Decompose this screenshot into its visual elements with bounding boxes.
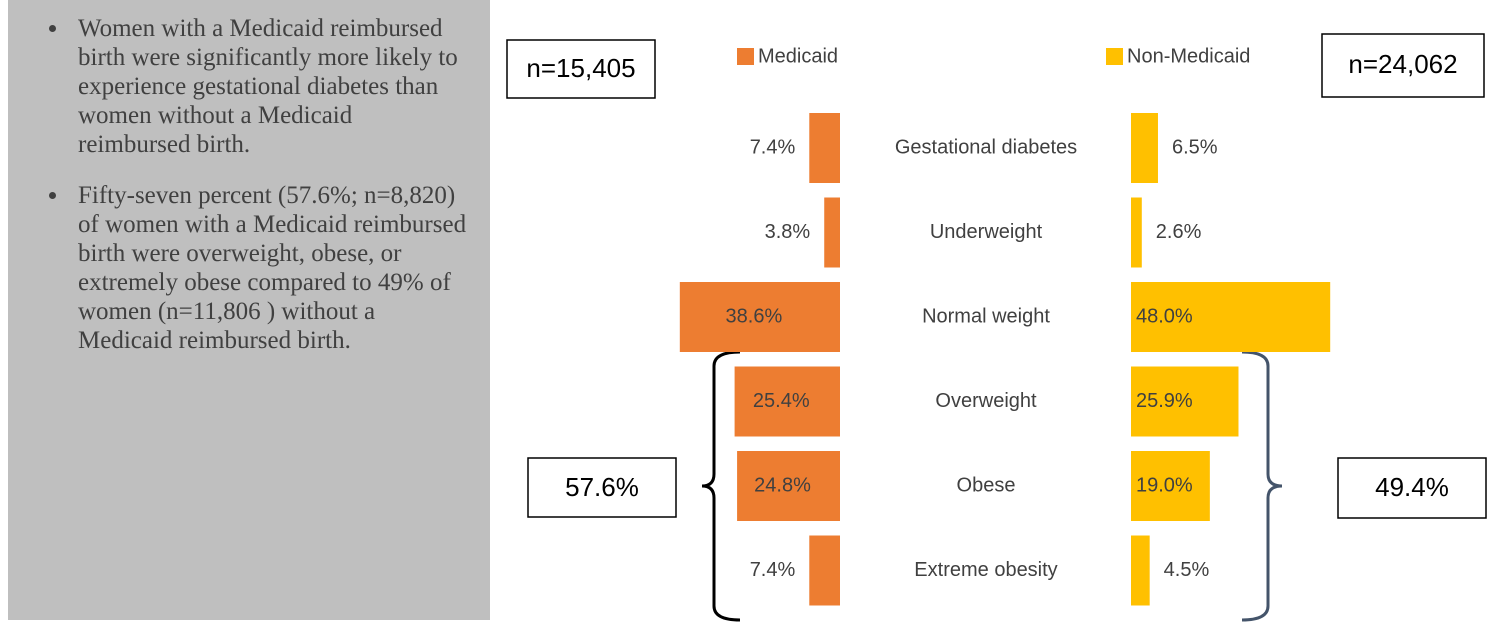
box (1321, 33, 1485, 98)
value-label: 25.9% (1136, 390, 1193, 412)
bar (1131, 282, 1331, 352)
value-label: 7.4% (750, 136, 796, 158)
category-label: Obese (957, 474, 1016, 496)
value-label: 25.4% (753, 390, 810, 412)
left-brace (701, 350, 741, 622)
legend-swatch (737, 48, 754, 65)
category-label: Underweight (930, 221, 1043, 243)
value-label: 19.0% (1136, 474, 1193, 496)
bar (1131, 535, 1150, 606)
category-label: Normal weight (922, 305, 1050, 327)
legend-label: Medicaid (758, 45, 838, 67)
right-brace (1241, 350, 1283, 622)
category-label: Gestational diabetes (895, 136, 1077, 158)
value-label: 38.6% (726, 305, 783, 327)
annotation: n=15,405 (526, 53, 635, 83)
value-label: 2.6% (1156, 221, 1202, 243)
value-label: 4.5% (1164, 559, 1210, 581)
box (506, 39, 656, 99)
annotation: 57.6% (565, 472, 639, 502)
value-label: 48.0% (1136, 305, 1193, 327)
bar (737, 451, 840, 521)
annotation: 49.4% (1375, 472, 1449, 502)
bar (1131, 366, 1239, 437)
legend-label: Non-Medicaid (1127, 45, 1250, 67)
bar (824, 197, 840, 268)
annotation-box: n=15,405 (506, 39, 656, 99)
category-label: Overweight (935, 390, 1037, 412)
bar (809, 113, 840, 183)
bullet: Fifty-seven percent (57.6%; n=8,820) of … (70, 181, 470, 355)
bar (734, 366, 840, 437)
bar (1131, 451, 1210, 521)
annotation-box: 49.4% (1337, 457, 1487, 519)
box (1337, 457, 1487, 519)
bullet-list: Women with a Medicaid reimbursed birth w… (38, 14, 470, 355)
value-label: 6.5% (1172, 136, 1218, 158)
annotation-box: n=24,062 (1321, 33, 1485, 98)
value-label: 3.8% (765, 221, 811, 243)
box (527, 457, 677, 518)
category-label: Extreme obesity (914, 559, 1057, 581)
bar (1131, 197, 1142, 268)
bar (809, 535, 840, 606)
text-panel: Women with a Medicaid reimbursed birth w… (8, 0, 490, 620)
bar (679, 282, 840, 352)
value-label: 24.8% (754, 474, 811, 496)
bar (1131, 113, 1158, 183)
value-label: 7.4% (750, 559, 796, 581)
annotation: n=24,062 (1348, 49, 1457, 79)
annotation-box: 57.6% (527, 457, 677, 518)
bullet: Women with a Medicaid reimbursed birth w… (70, 14, 470, 159)
legend-swatch (1106, 48, 1123, 65)
